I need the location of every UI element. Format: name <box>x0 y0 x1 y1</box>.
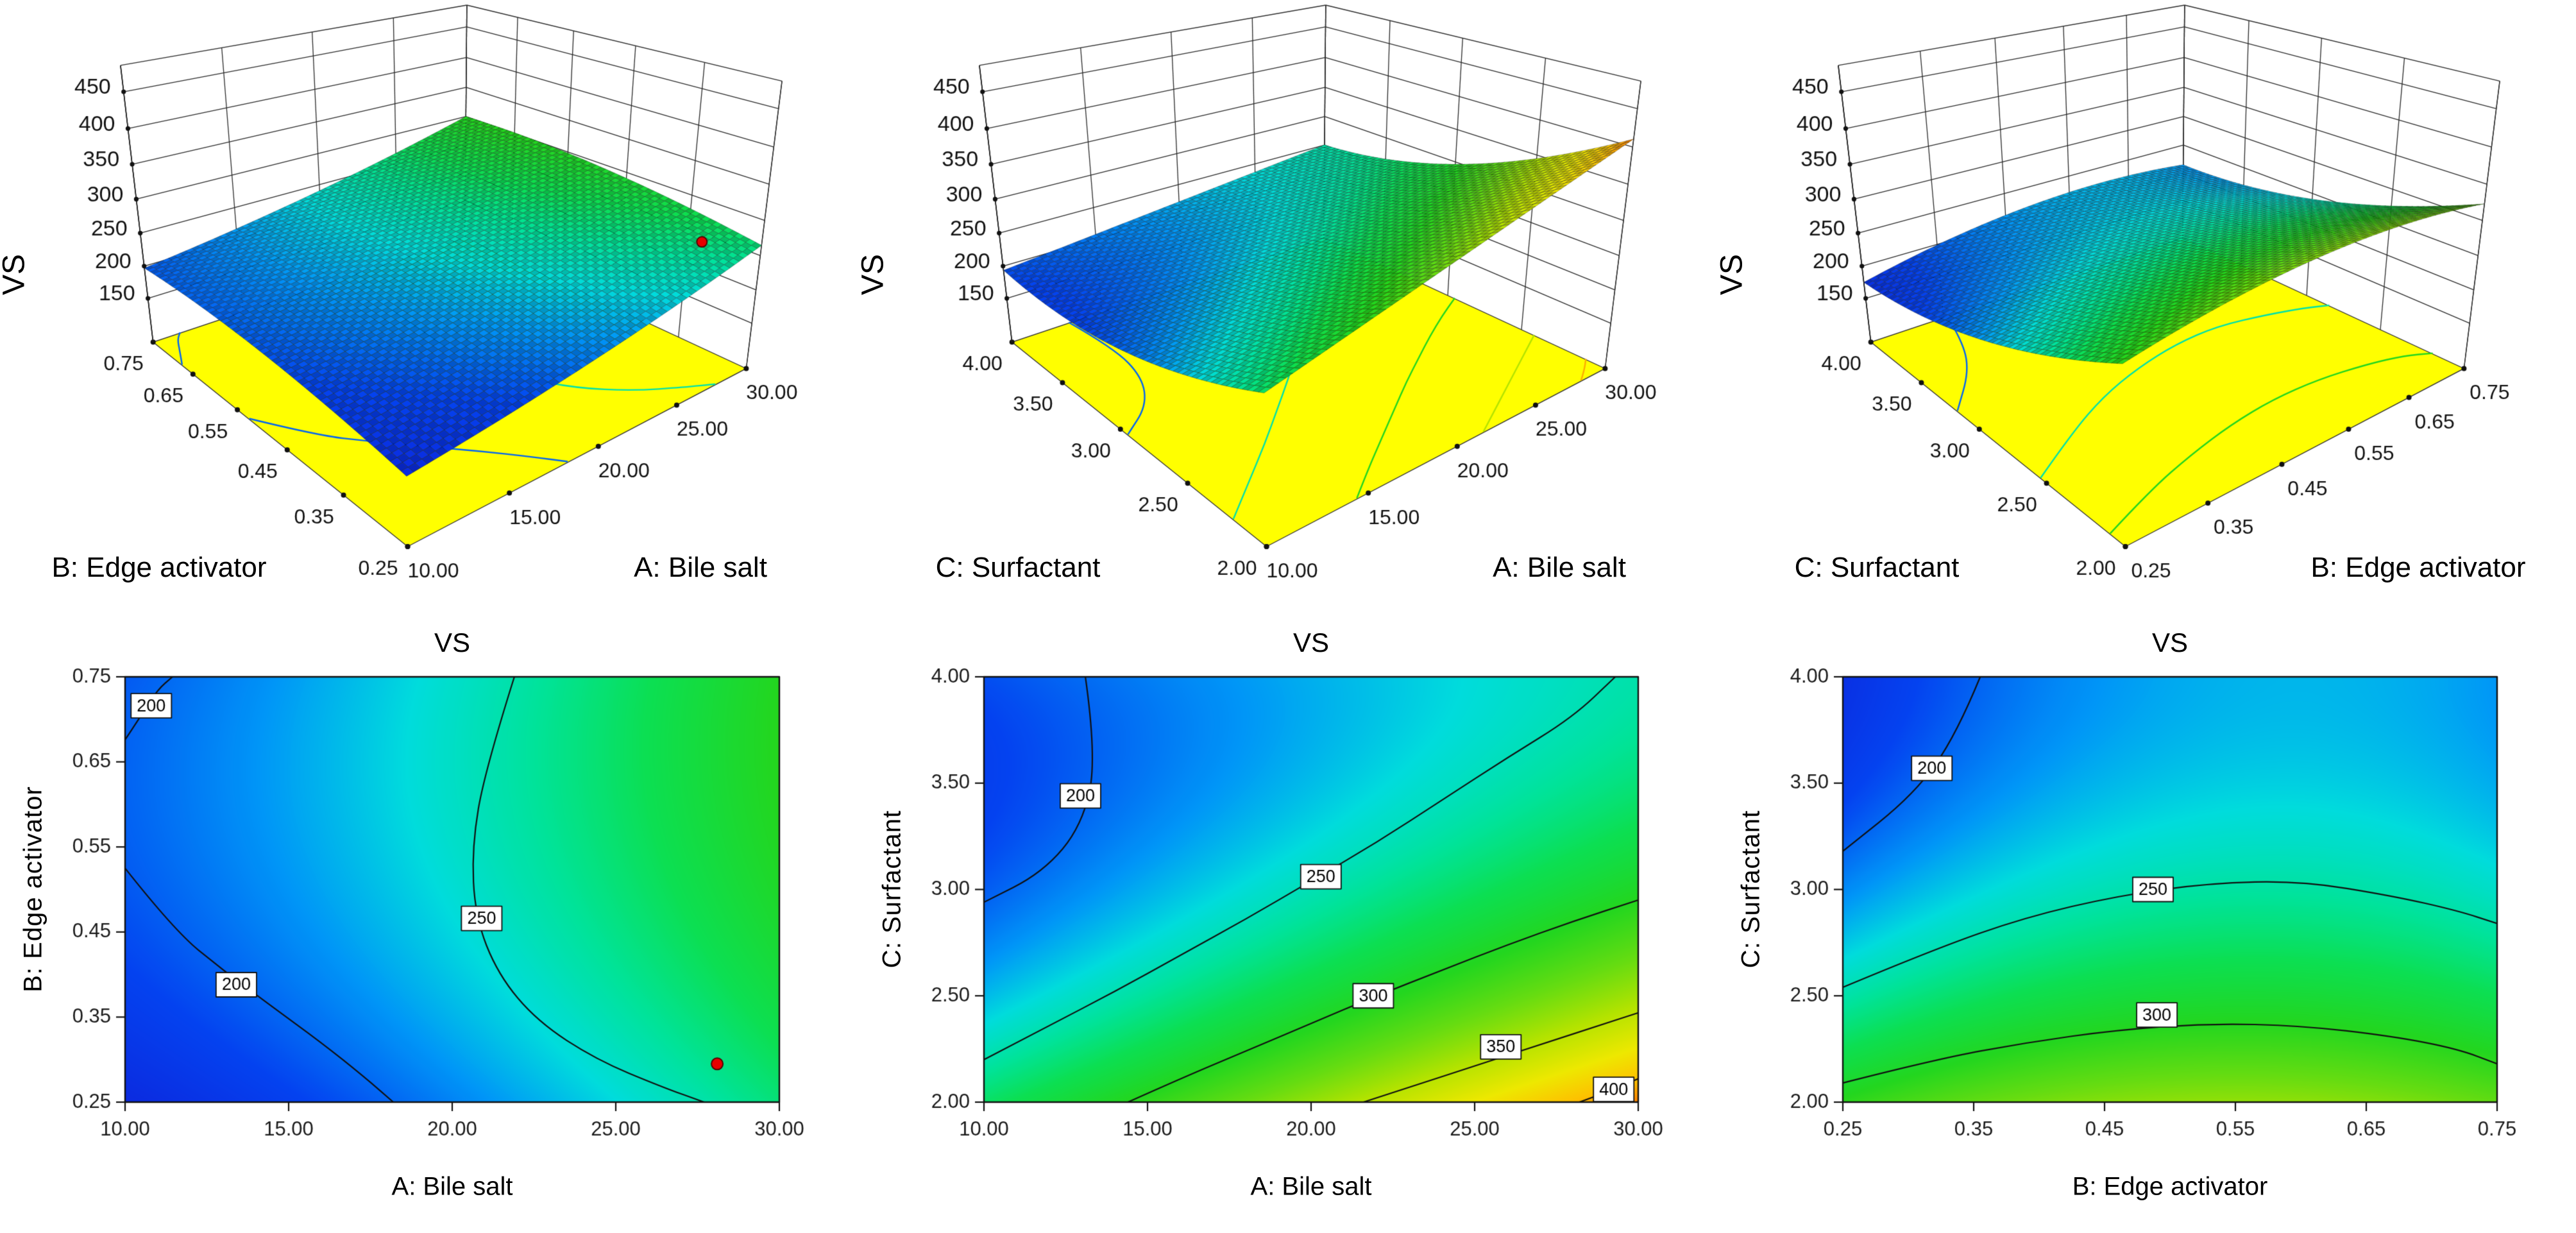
y-axis-title: C: Surfactant <box>1794 552 1960 583</box>
x-axis-title: A: Bile salt <box>634 552 767 583</box>
z-axis-title: VS <box>1715 253 1749 296</box>
y-axis-title: B: Edge activator <box>19 786 47 992</box>
surface-plot-bc <box>1718 0 2576 616</box>
plot-title: VS <box>434 627 471 658</box>
z-axis-title: VS <box>0 253 31 296</box>
x-axis-title: A: Bile salt <box>1493 552 1626 583</box>
panel-surface-ac: VS C: Surfactant A: Bile salt <box>856 0 1718 616</box>
plot-title: VS <box>2151 627 2189 658</box>
x-axis-title: A: Bile salt <box>391 1172 513 1201</box>
x-axis-title: B: Edge activator <box>2072 1172 2268 1201</box>
panel-contour-ac: VS C: Surfactant A: Bile salt <box>859 616 1718 1233</box>
y-axis-title: C: Surfactant <box>1736 810 1765 969</box>
surface-plot-ab <box>0 0 859 616</box>
x-axis-title: B: Edge activator <box>2310 552 2526 583</box>
plot-title: VS <box>1292 627 1330 658</box>
panel-contour-ab: VS B: Edge activator A: Bile salt <box>0 616 859 1233</box>
z-axis-title: VS <box>856 253 890 296</box>
surface-plot-ac <box>859 0 1718 616</box>
y-axis-title: C: Surfactant <box>877 810 906 969</box>
y-axis-title: C: Surfactant <box>935 552 1101 583</box>
x-axis-title: A: Bile salt <box>1250 1172 1372 1201</box>
contour-plot-bc <box>1718 616 2576 1233</box>
panel-surface-bc: VS C: Surfactant B: Edge activator <box>1715 0 2576 616</box>
contour-plot-ac <box>859 616 1718 1233</box>
y-axis-title: B: Edge activator <box>51 552 267 583</box>
panel-surface-ab: VS B: Edge activator A: Bile salt <box>0 0 859 616</box>
panel-contour-bc: VS C: Surfactant B: Edge activator <box>1718 616 2576 1233</box>
contour-plot-ab <box>0 616 859 1233</box>
